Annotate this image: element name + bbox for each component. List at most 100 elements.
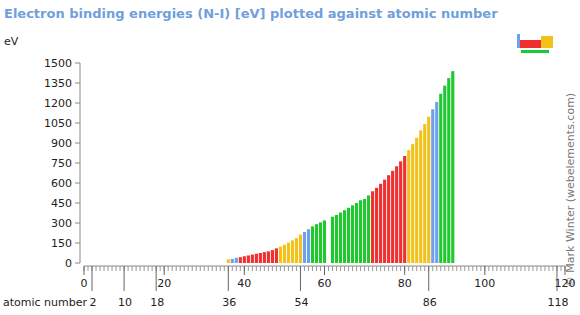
minor-tick bbox=[480, 266, 481, 271]
minor-tick bbox=[192, 266, 193, 271]
bar bbox=[227, 259, 230, 263]
bar bbox=[419, 130, 422, 263]
icon-part bbox=[521, 50, 549, 53]
minor-tick bbox=[352, 266, 353, 271]
minor-tick bbox=[432, 266, 433, 271]
bar bbox=[371, 191, 374, 263]
y-tick bbox=[75, 63, 80, 64]
x-secondary-tick-label: 86 bbox=[423, 296, 437, 309]
minor-tick bbox=[472, 266, 473, 271]
x-tick-label: 80 bbox=[398, 277, 412, 290]
bar bbox=[307, 229, 310, 263]
y-tick-label: 900 bbox=[51, 137, 72, 150]
minor-tick bbox=[208, 266, 209, 271]
y-tick bbox=[75, 123, 80, 124]
y-tick bbox=[75, 83, 80, 84]
minor-tick bbox=[420, 266, 421, 271]
bar bbox=[235, 258, 238, 263]
bar bbox=[383, 180, 386, 263]
icon bbox=[517, 34, 553, 53]
minor-tick bbox=[276, 266, 277, 271]
bar bbox=[415, 138, 418, 263]
bar bbox=[451, 71, 454, 263]
minor-tick bbox=[384, 266, 385, 271]
minor-tick bbox=[256, 266, 257, 271]
minor-tick bbox=[128, 266, 129, 271]
minor-tick bbox=[360, 266, 361, 271]
icon-part bbox=[520, 40, 541, 48]
bar bbox=[303, 232, 306, 263]
minor-tick bbox=[492, 266, 493, 271]
minor-tick bbox=[508, 266, 509, 271]
minor-tick bbox=[408, 266, 409, 271]
icon-part bbox=[541, 36, 553, 48]
minor-tick bbox=[212, 266, 213, 271]
x-tick bbox=[565, 266, 566, 275]
bar bbox=[423, 124, 426, 263]
minor-tick bbox=[292, 266, 293, 271]
x-secondary-tick-label: 18 bbox=[150, 296, 164, 309]
minor-tick bbox=[120, 266, 121, 271]
x-tick-label: 60 bbox=[318, 277, 332, 290]
bar bbox=[439, 94, 442, 263]
minor-tick bbox=[240, 266, 241, 271]
minor-tick bbox=[336, 266, 337, 271]
minor-tick bbox=[136, 266, 137, 271]
minor-tick bbox=[280, 266, 281, 271]
bar bbox=[411, 144, 414, 263]
y-tick-label: 750 bbox=[51, 157, 72, 170]
minor-tick bbox=[380, 266, 381, 271]
minor-tick bbox=[132, 266, 133, 271]
bar bbox=[431, 109, 434, 263]
minor-tick bbox=[524, 266, 525, 271]
bar bbox=[343, 210, 346, 263]
minor-tick bbox=[288, 266, 289, 271]
chart: Electron binding energies (N-I) [eV] plo… bbox=[0, 0, 580, 315]
minor-tick bbox=[144, 266, 145, 271]
minor-tick bbox=[216, 266, 217, 271]
bar bbox=[251, 255, 254, 263]
bar bbox=[367, 195, 370, 263]
x-secondary-tick-label: 54 bbox=[294, 296, 308, 309]
minor-tick bbox=[548, 266, 549, 271]
x-secondary-tick bbox=[556, 266, 557, 291]
x-secondary-tick bbox=[156, 266, 157, 291]
bar bbox=[279, 247, 282, 263]
minor-tick bbox=[312, 266, 313, 271]
minor-tick bbox=[356, 266, 357, 271]
minor-tick bbox=[140, 266, 141, 271]
minor-tick bbox=[496, 266, 497, 271]
minor-tick bbox=[368, 266, 369, 271]
bar bbox=[379, 184, 382, 263]
minor-tick bbox=[304, 266, 305, 271]
minor-tick bbox=[340, 266, 341, 271]
bar bbox=[331, 217, 334, 263]
y-tick-label: 0 bbox=[65, 257, 72, 270]
minor-tick bbox=[204, 266, 205, 271]
minor-tick bbox=[552, 266, 553, 271]
bar bbox=[403, 156, 406, 263]
x-secondary-tick bbox=[300, 266, 301, 291]
y-tick-label: 600 bbox=[51, 177, 72, 190]
x-label: atomic number bbox=[3, 296, 88, 309]
y-tick-label: 300 bbox=[51, 217, 72, 230]
minor-tick bbox=[516, 266, 517, 271]
y-tick-label: 1050 bbox=[44, 117, 72, 130]
minor-tick bbox=[284, 266, 285, 271]
x-secondary-tick-label: 118 bbox=[547, 296, 568, 309]
minor-tick bbox=[460, 266, 461, 271]
minor-tick bbox=[172, 266, 173, 271]
minor-tick bbox=[424, 266, 425, 271]
bar bbox=[447, 78, 450, 263]
minor-tick bbox=[476, 266, 477, 271]
x-secondary-tick-label: 36 bbox=[222, 296, 236, 309]
x-tick-label: 100 bbox=[474, 277, 495, 290]
minor-tick bbox=[152, 266, 153, 271]
x-secondary-tick-label: 10 bbox=[118, 296, 132, 309]
minor-tick bbox=[248, 266, 249, 271]
credit: © Mark Winter (webelements.com) bbox=[564, 93, 577, 287]
minor-tick bbox=[392, 266, 393, 271]
minor-tick bbox=[540, 266, 541, 271]
minor-tick bbox=[488, 266, 489, 271]
minor-tick bbox=[500, 266, 501, 271]
